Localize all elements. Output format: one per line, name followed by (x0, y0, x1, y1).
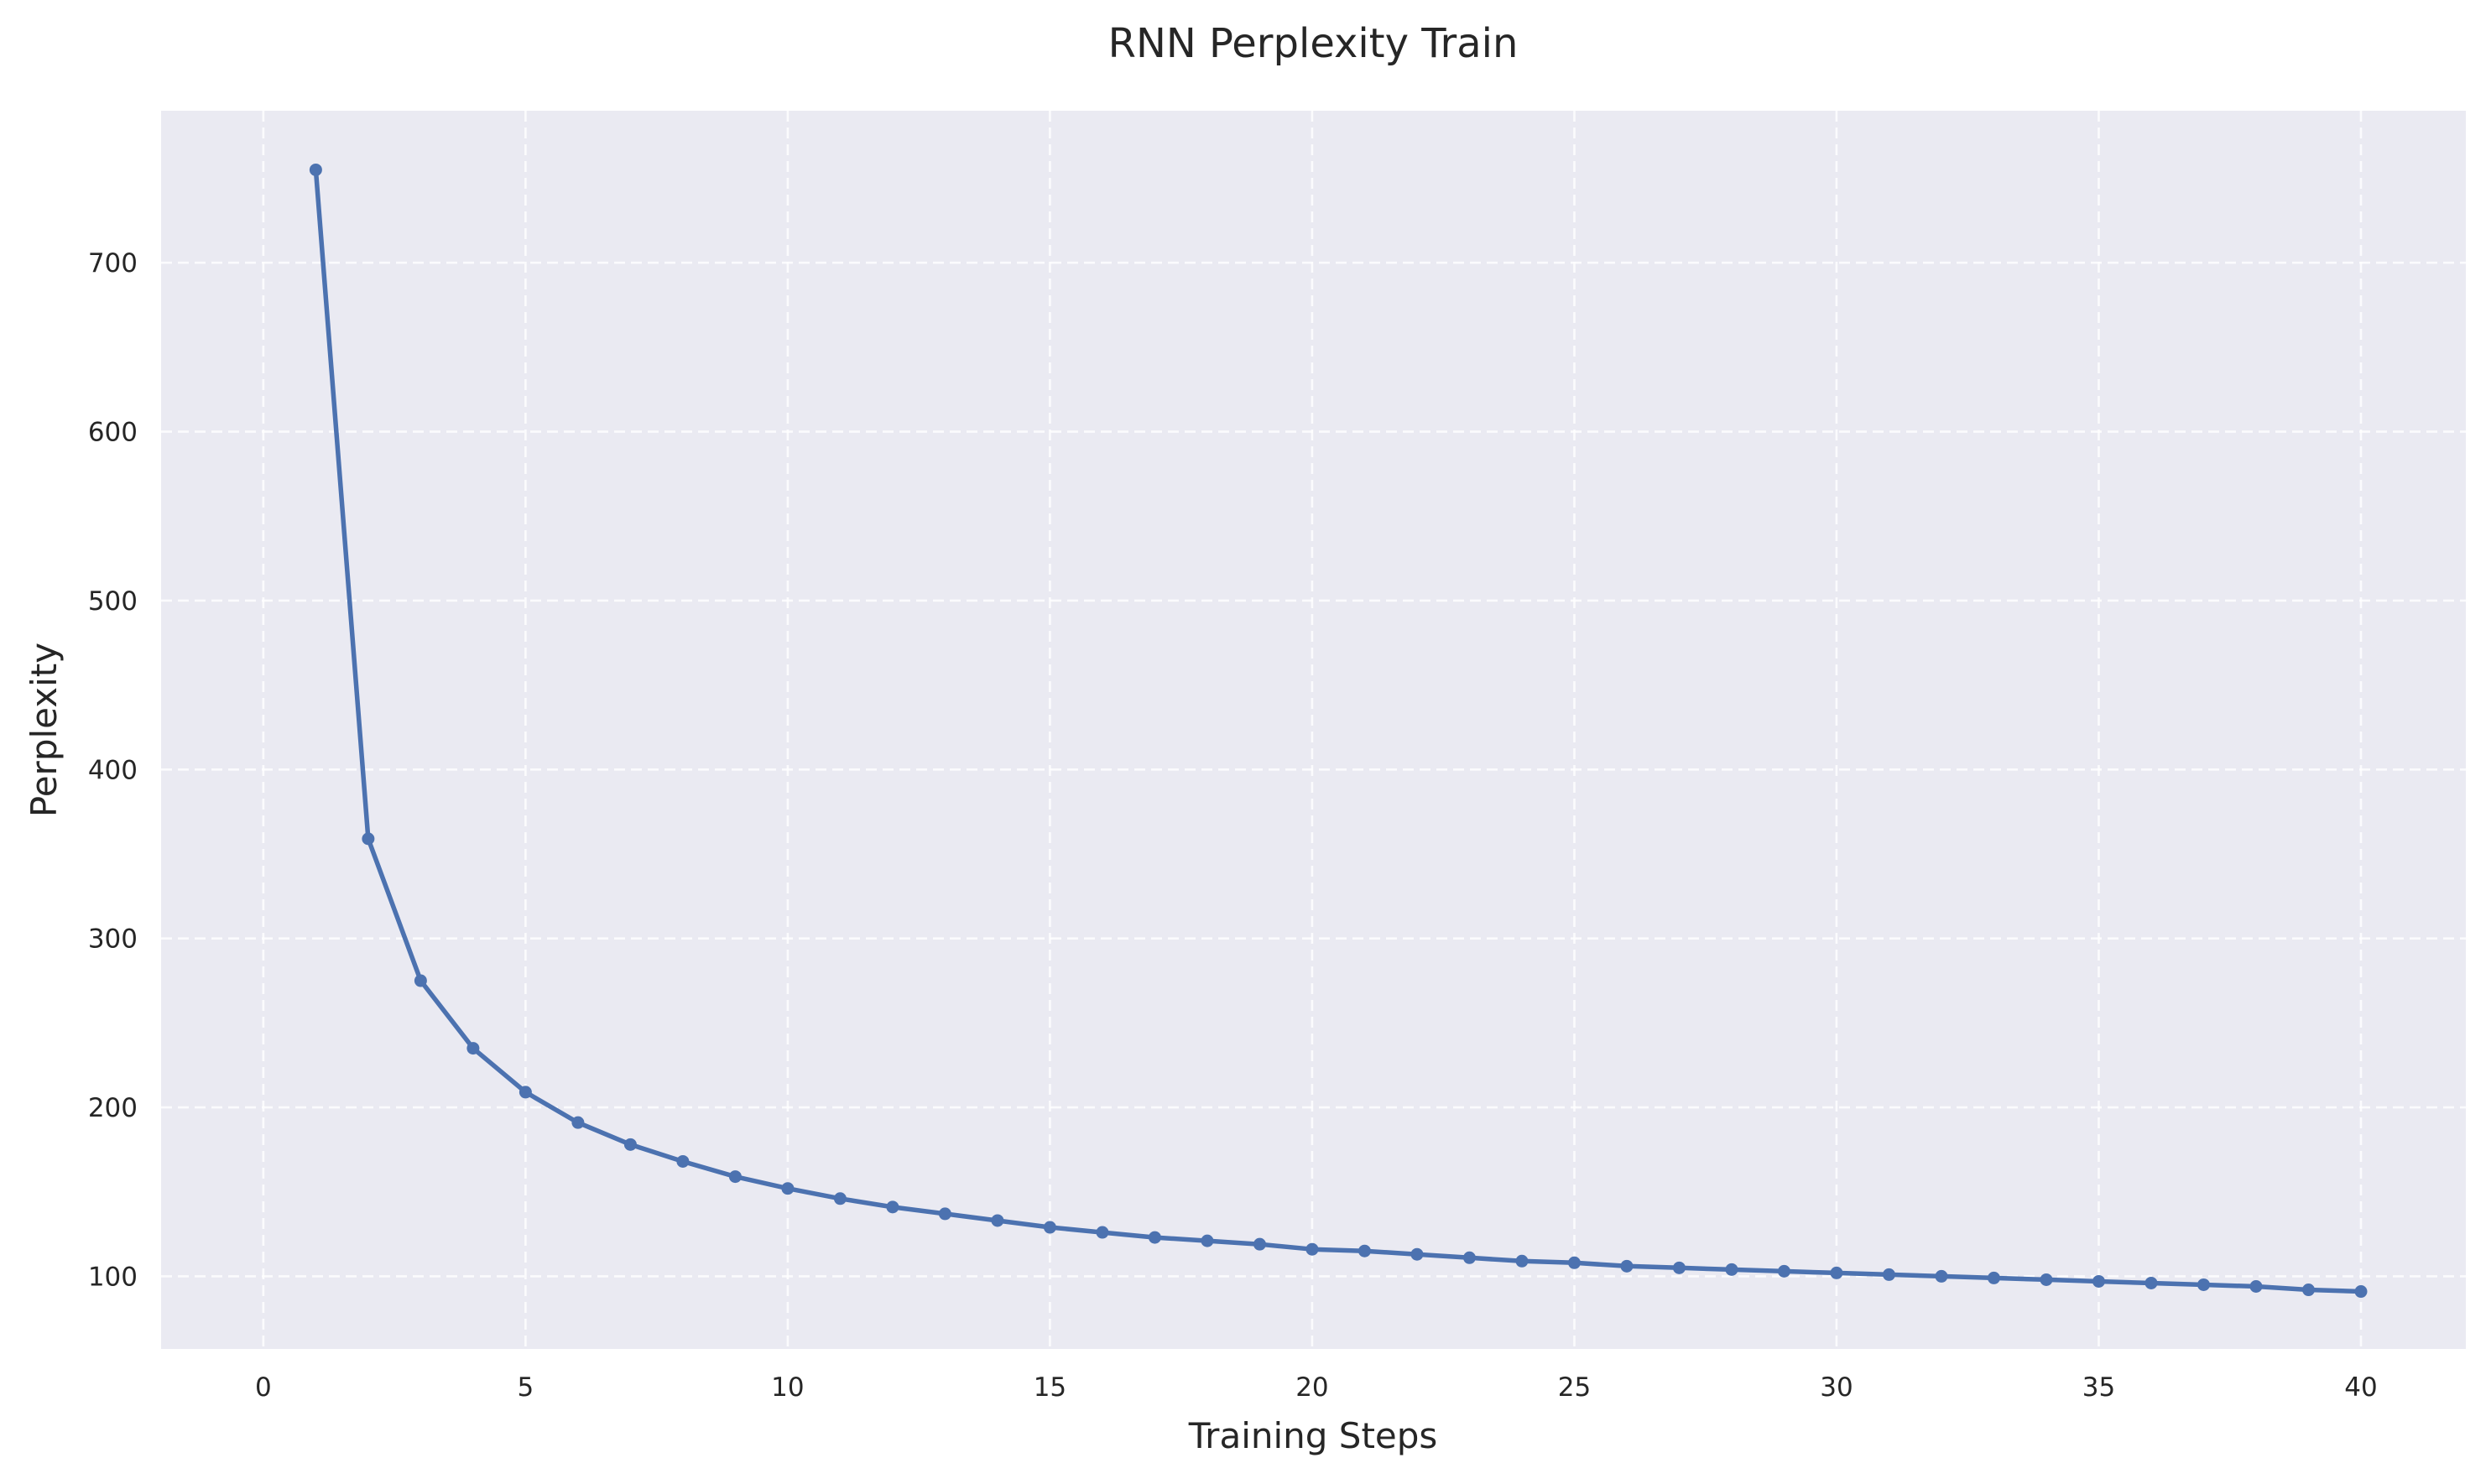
x-tick-label: 25 (1558, 1372, 1591, 1403)
x-axis-label: Training Steps (1188, 1415, 1438, 1456)
y-axis-ticks: 100 200 300 400 500 600 700 (88, 248, 138, 1292)
x-tick-label: 0 (255, 1372, 272, 1403)
data-point (1830, 1266, 1843, 1279)
data-point (1305, 1242, 1319, 1256)
data-point (309, 163, 322, 176)
x-tick-label: 10 (771, 1372, 804, 1403)
y-axis-label: Perplexity (23, 643, 65, 817)
y-tick-label: 600 (88, 418, 138, 448)
plot-background (161, 111, 2466, 1349)
data-point (2301, 1284, 2315, 1297)
x-tick-label: 30 (1820, 1372, 1853, 1403)
data-point (886, 1200, 899, 1214)
data-point (1515, 1254, 1529, 1268)
x-tick-label: 35 (2082, 1372, 2115, 1403)
data-point (2144, 1276, 2158, 1289)
data-point (519, 1086, 532, 1099)
y-tick-label: 500 (88, 586, 138, 617)
data-point (1253, 1237, 1266, 1251)
data-point (2092, 1274, 2105, 1288)
y-tick-label: 100 (88, 1262, 138, 1292)
data-point (728, 1170, 742, 1184)
data-point (1358, 1244, 1371, 1257)
data-point (1672, 1261, 1686, 1274)
data-point (938, 1207, 951, 1221)
data-point (1777, 1264, 1790, 1278)
series-line (313, 167, 2363, 1294)
x-tick-label: 15 (1034, 1372, 1066, 1403)
data-point (676, 1154, 690, 1168)
data-point (991, 1214, 1004, 1227)
chart-title: RNN Perplexity Train (1108, 20, 1519, 67)
y-tick-label: 300 (88, 924, 138, 955)
data-point (781, 1182, 795, 1195)
data-point (833, 1192, 847, 1205)
data-point (466, 1042, 480, 1055)
x-tick-label: 20 (1295, 1372, 1328, 1403)
data-point (1201, 1234, 1214, 1247)
data-point (2040, 1273, 2053, 1286)
data-point (1148, 1231, 1161, 1244)
data-point (1043, 1221, 1056, 1234)
data-point (414, 974, 427, 987)
data-point (571, 1116, 585, 1129)
data-point (2197, 1278, 2210, 1291)
data-point (1935, 1269, 1948, 1283)
x-axis-ticks: 0 5 10 15 20 25 30 35 40 (255, 1372, 2378, 1403)
data-point (1567, 1256, 1581, 1269)
data-point (2354, 1285, 2368, 1299)
data-point (1882, 1268, 1895, 1281)
y-tick-label: 200 (88, 1093, 138, 1123)
data-point (1725, 1263, 1738, 1276)
x-tick-label: 5 (518, 1372, 534, 1403)
series (309, 163, 2368, 1299)
y-tick-label: 700 (88, 248, 138, 279)
data-point (1987, 1271, 2000, 1284)
data-point (1096, 1226, 1109, 1239)
grid (161, 111, 2466, 1349)
data-point (1410, 1247, 1424, 1261)
data-point (362, 832, 375, 846)
data-point (1620, 1259, 1634, 1273)
data-point (2249, 1279, 2263, 1293)
data-point (1462, 1251, 1476, 1264)
data-point (623, 1138, 637, 1151)
x-tick-label: 40 (2344, 1372, 2377, 1403)
y-tick-label: 400 (88, 755, 138, 785)
